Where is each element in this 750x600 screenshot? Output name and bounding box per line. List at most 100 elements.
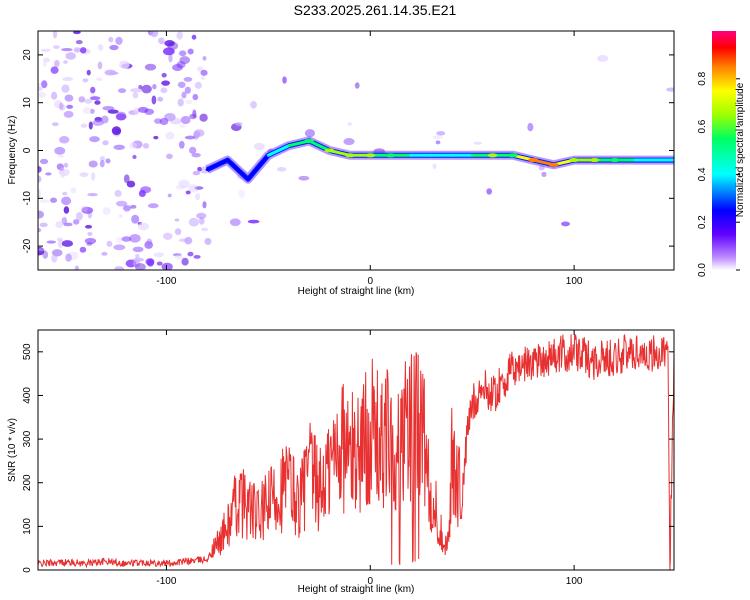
noise-speckle: [118, 214, 123, 218]
heatmap-y-tick-label: -10: [22, 191, 33, 206]
snr-y-tick-label: 0: [22, 567, 33, 573]
noise-speckle: [181, 257, 189, 266]
noise-speckle: [90, 108, 95, 114]
noise-speckle: [432, 163, 437, 169]
noise-speckle: [54, 59, 60, 68]
noise-speckle: [53, 45, 60, 49]
noise-speckle: [55, 221, 64, 229]
ridge-peak: [365, 153, 376, 158]
noise-speckle: [153, 252, 165, 258]
noise-speckle: [88, 160, 98, 168]
noise-speckle: [104, 69, 117, 76]
heatmap-y-tick-label: 10: [22, 97, 33, 109]
noise-speckle: [79, 47, 87, 54]
noise-speckle: [59, 136, 70, 144]
noise-speckle: [38, 188, 41, 198]
noise-speckle: [142, 143, 150, 149]
heatmap-x-tick-label: -100: [156, 276, 176, 287]
noise-speckle: [354, 82, 360, 89]
noise-speckle: [180, 115, 191, 125]
noise-speckle: [192, 93, 199, 101]
noise-speckle: [202, 201, 207, 209]
noise-speckle: [250, 101, 257, 109]
noise-speckle: [121, 236, 132, 242]
noise-speckle: [175, 185, 186, 190]
noise-speckle: [73, 219, 80, 225]
noise-speckle: [156, 261, 163, 266]
noise-speckle: [147, 203, 159, 209]
noise-speckle: [101, 251, 108, 256]
noise-speckle: [178, 50, 187, 57]
ridge-peak: [487, 153, 498, 158]
noise-speckle: [115, 236, 123, 244]
noise-speckle: [62, 191, 68, 196]
noise-speckle: [61, 196, 72, 206]
noise-speckle: [89, 96, 101, 101]
noise-speckle: [169, 117, 182, 125]
snr-x-axis-label: Height of straight line (km): [298, 584, 415, 595]
noise-speckle: [135, 254, 140, 259]
noise-speckle: [144, 63, 157, 71]
noise-speckle: [99, 159, 105, 168]
noise-speckle: [138, 84, 143, 90]
noise-speckle: [84, 237, 97, 245]
noise-speckle: [164, 40, 175, 47]
snr-y-tick-label: 400: [22, 387, 33, 404]
noise-speckle: [282, 76, 287, 84]
noise-speckle: [174, 218, 180, 222]
noise-speckle: [184, 135, 196, 140]
noise-speckle: [56, 237, 63, 242]
noise-speckle: [176, 31, 183, 40]
noise-speckle: [161, 72, 167, 78]
noise-speckle: [165, 153, 173, 160]
snr-x-tick-label: 0: [367, 576, 373, 587]
noise-speckle: [179, 124, 186, 128]
colorbar-tick-label: 0.0: [697, 263, 708, 277]
noise-speckle: [99, 156, 106, 162]
noise-speckle: [152, 84, 157, 90]
noise-speckle: [115, 200, 128, 207]
noise-speckle: [41, 80, 48, 89]
noise-speckle: [200, 76, 206, 80]
noise-speckle: [133, 107, 139, 116]
noise-speckle: [188, 184, 198, 192]
noise-speckle: [118, 88, 127, 94]
noise-speckle: [119, 60, 130, 69]
noise-speckle: [154, 118, 162, 124]
noise-speckle: [78, 96, 86, 103]
noise-speckle: [65, 253, 72, 262]
noise-speckle: [38, 227, 42, 233]
noise-speckle: [42, 250, 49, 259]
noise-speckle: [51, 122, 59, 127]
ridge-segment: [266, 144, 291, 157]
noise-speckle: [138, 222, 150, 231]
noise-speckle: [129, 234, 141, 243]
noise-speckle: [238, 189, 246, 199]
noise-speckle: [65, 52, 76, 60]
noise-speckle: [102, 106, 115, 111]
noise-speckle: [435, 140, 441, 145]
noise-speckle: [137, 106, 149, 113]
noise-speckle: [75, 39, 83, 45]
noise-speckle: [90, 86, 96, 94]
noise-speckle: [597, 55, 609, 62]
noise-speckle: [195, 193, 201, 201]
noise-speckle: [198, 217, 205, 225]
noise-speckle: [153, 135, 159, 140]
noise-speckle: [83, 98, 93, 104]
noise-speckle: [38, 166, 42, 173]
noise-speckle: [97, 44, 104, 51]
noise-speckle: [204, 237, 212, 246]
noise-speckle: [132, 154, 137, 160]
noise-speckle: [63, 162, 69, 168]
noise-speckle: [61, 48, 73, 52]
heatmap-x-tick-label: 0: [367, 276, 373, 287]
ridge-segment: [246, 153, 270, 181]
noise-speckle: [57, 239, 64, 248]
noise-speckle: [42, 57, 50, 63]
snr-x-tick-label: 100: [566, 576, 583, 587]
ridge-peak: [589, 158, 600, 163]
ridge-peak: [324, 148, 335, 153]
noise-speckle: [52, 31, 58, 39]
noise-speckle: [39, 199, 50, 204]
